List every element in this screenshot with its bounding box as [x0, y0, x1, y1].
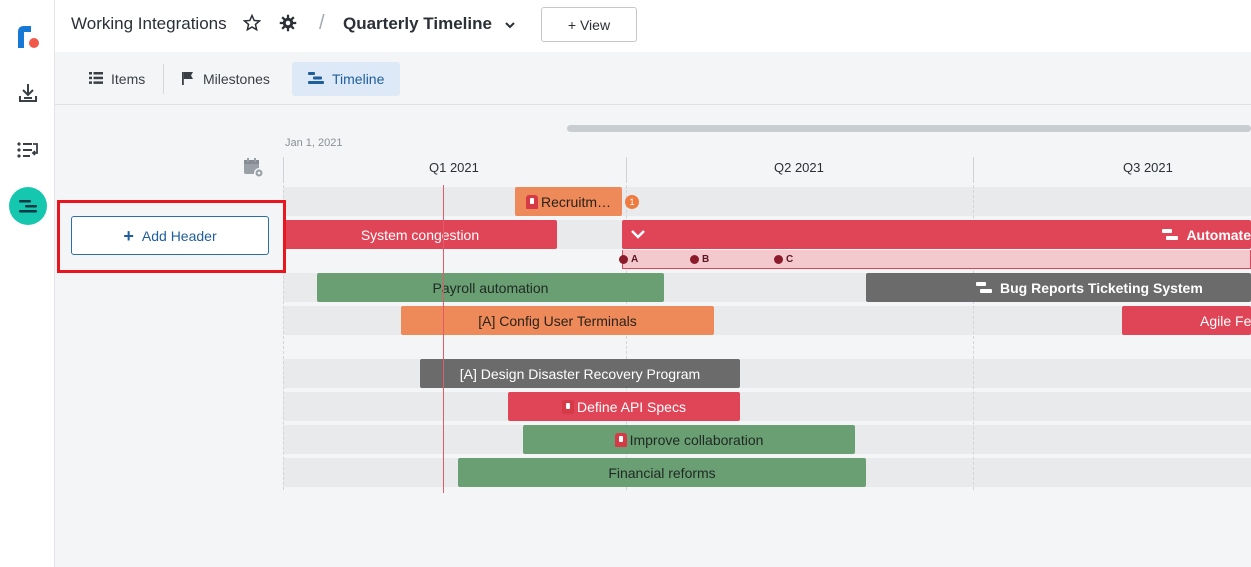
bar-label: Agile Fe: [1200, 312, 1251, 329]
timeline-canvas: Jan 1, 2021 Q1 2021 Q2 2021 Q3 2021 Recr…: [55, 105, 1251, 567]
list-flow-icon[interactable]: [0, 140, 55, 160]
milestone-c[interactable]: C: [774, 254, 793, 265]
collapse-chevron-icon[interactable]: [630, 227, 646, 243]
tab-items-label: Items: [111, 71, 146, 87]
top-bar: Working Integrations / Quarterly Timelin…: [55, 0, 1251, 52]
row-band: [283, 187, 1251, 216]
add-header-button[interactable]: + Add Header: [71, 216, 269, 255]
grid-line: [973, 185, 974, 490]
quarter-divider: [283, 157, 284, 183]
bar-label: System congestion: [360, 226, 480, 243]
list-icon: [89, 71, 103, 87]
bar-design-disaster-recovery[interactable]: [A] Design Disaster Recovery Program: [420, 359, 740, 388]
view-tabs: Items Milestones Timeline: [55, 52, 1251, 105]
bar-bug-reports[interactable]: Bug Reports Ticketing System: [866, 273, 1251, 302]
timeline-start-date: Jan 1, 2021: [285, 137, 343, 149]
add-header-label: Add Header: [141, 227, 217, 244]
bar-label: Automate: [1186, 226, 1251, 243]
bar-agile[interactable]: Agile Fe: [1122, 306, 1251, 335]
milestone-dot-icon: [774, 255, 783, 264]
tab-milestones-label: Milestones: [203, 71, 270, 87]
quarter-divider: [626, 157, 627, 183]
quarter-label-q1: Q1 2021: [429, 160, 479, 175]
calendar-settings-icon[interactable]: [243, 157, 265, 184]
app-logo-icon[interactable]: [0, 22, 55, 50]
bar-label: Financial reforms: [608, 464, 716, 481]
bar-label: Payroll automation: [432, 279, 549, 296]
horizontal-scrollbar[interactable]: [567, 125, 1251, 132]
bar-system-congestion[interactable]: System congestion: [283, 220, 557, 249]
milestone-b[interactable]: B: [690, 254, 709, 265]
bar-label: Bug Reports Ticketing System: [1000, 279, 1203, 296]
tab-timeline-label: Timeline: [332, 71, 385, 87]
bar-financial-reforms[interactable]: Financial reforms: [458, 458, 866, 487]
gear-icon[interactable]: [279, 14, 297, 37]
alert-icon: [562, 399, 575, 414]
star-icon[interactable]: [242, 13, 262, 37]
bar-label: Define API Specs: [577, 398, 686, 415]
group-icon: [976, 281, 992, 293]
count-badge[interactable]: 1: [625, 195, 639, 209]
workspace-title[interactable]: Working Integrations: [71, 14, 227, 33]
tab-timeline[interactable]: Timeline: [292, 62, 401, 96]
timeline-nav-icon[interactable]: [0, 186, 55, 226]
left-rail: [0, 0, 55, 567]
highlight-annotation: [57, 200, 286, 273]
bar-automate-title: Automate: [1162, 227, 1251, 243]
bar-define-api-specs[interactable]: Define API Specs: [508, 392, 740, 421]
plus-icon: +: [123, 225, 134, 246]
milestone-label: B: [702, 254, 710, 265]
milestone-dot-icon: [690, 255, 699, 264]
timeline-icon: [308, 71, 324, 87]
breadcrumb-separator: /: [319, 12, 325, 34]
group-icon: [1162, 228, 1179, 240]
bar-improve-collaboration[interactable]: Improve collaboration: [523, 425, 855, 454]
bar-label: Improve collaboration: [629, 431, 764, 448]
chevron-down-icon[interactable]: [504, 18, 516, 36]
tab-items[interactable]: Items: [73, 62, 161, 96]
quarter-divider: [973, 157, 974, 183]
milestone-label: A: [631, 254, 639, 265]
alert-icon: [525, 194, 538, 209]
bar-payroll-automation[interactable]: Payroll automation: [317, 273, 664, 302]
grid-line: [283, 185, 284, 490]
row-band: [283, 392, 1251, 421]
download-icon[interactable]: [0, 82, 55, 104]
flag-icon: [181, 71, 195, 88]
bar-label: [A] Config User Terminals: [478, 312, 637, 329]
quarter-label-q2: Q2 2021: [774, 160, 824, 175]
today-marker: [443, 185, 444, 493]
bar-config-user-terminals[interactable]: [A] Config User Terminals: [401, 306, 714, 335]
quarter-label-q3: Q3 2021: [1123, 160, 1173, 175]
milestone-dot-icon: [619, 255, 628, 264]
milestone-label: C: [786, 254, 794, 265]
milestone-a[interactable]: A: [619, 254, 638, 265]
grid-line: [626, 185, 627, 490]
alert-icon: [614, 432, 627, 447]
bar-label: Recruitm…: [540, 193, 611, 210]
add-view-button[interactable]: + View: [541, 7, 637, 42]
bar-label: [A] Design Disaster Recovery Program: [459, 365, 701, 382]
view-name[interactable]: Quarterly Timeline: [343, 14, 492, 33]
milestone-strip: A B C: [619, 250, 1251, 269]
bar-automate-group[interactable]: Automate: [622, 220, 1251, 249]
bar-recruitment[interactable]: Recruitm…: [515, 187, 622, 216]
tab-divider: [163, 64, 164, 94]
tab-milestones[interactable]: Milestones: [165, 62, 286, 96]
